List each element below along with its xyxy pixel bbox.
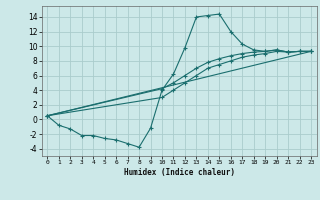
X-axis label: Humidex (Indice chaleur): Humidex (Indice chaleur) xyxy=(124,168,235,177)
